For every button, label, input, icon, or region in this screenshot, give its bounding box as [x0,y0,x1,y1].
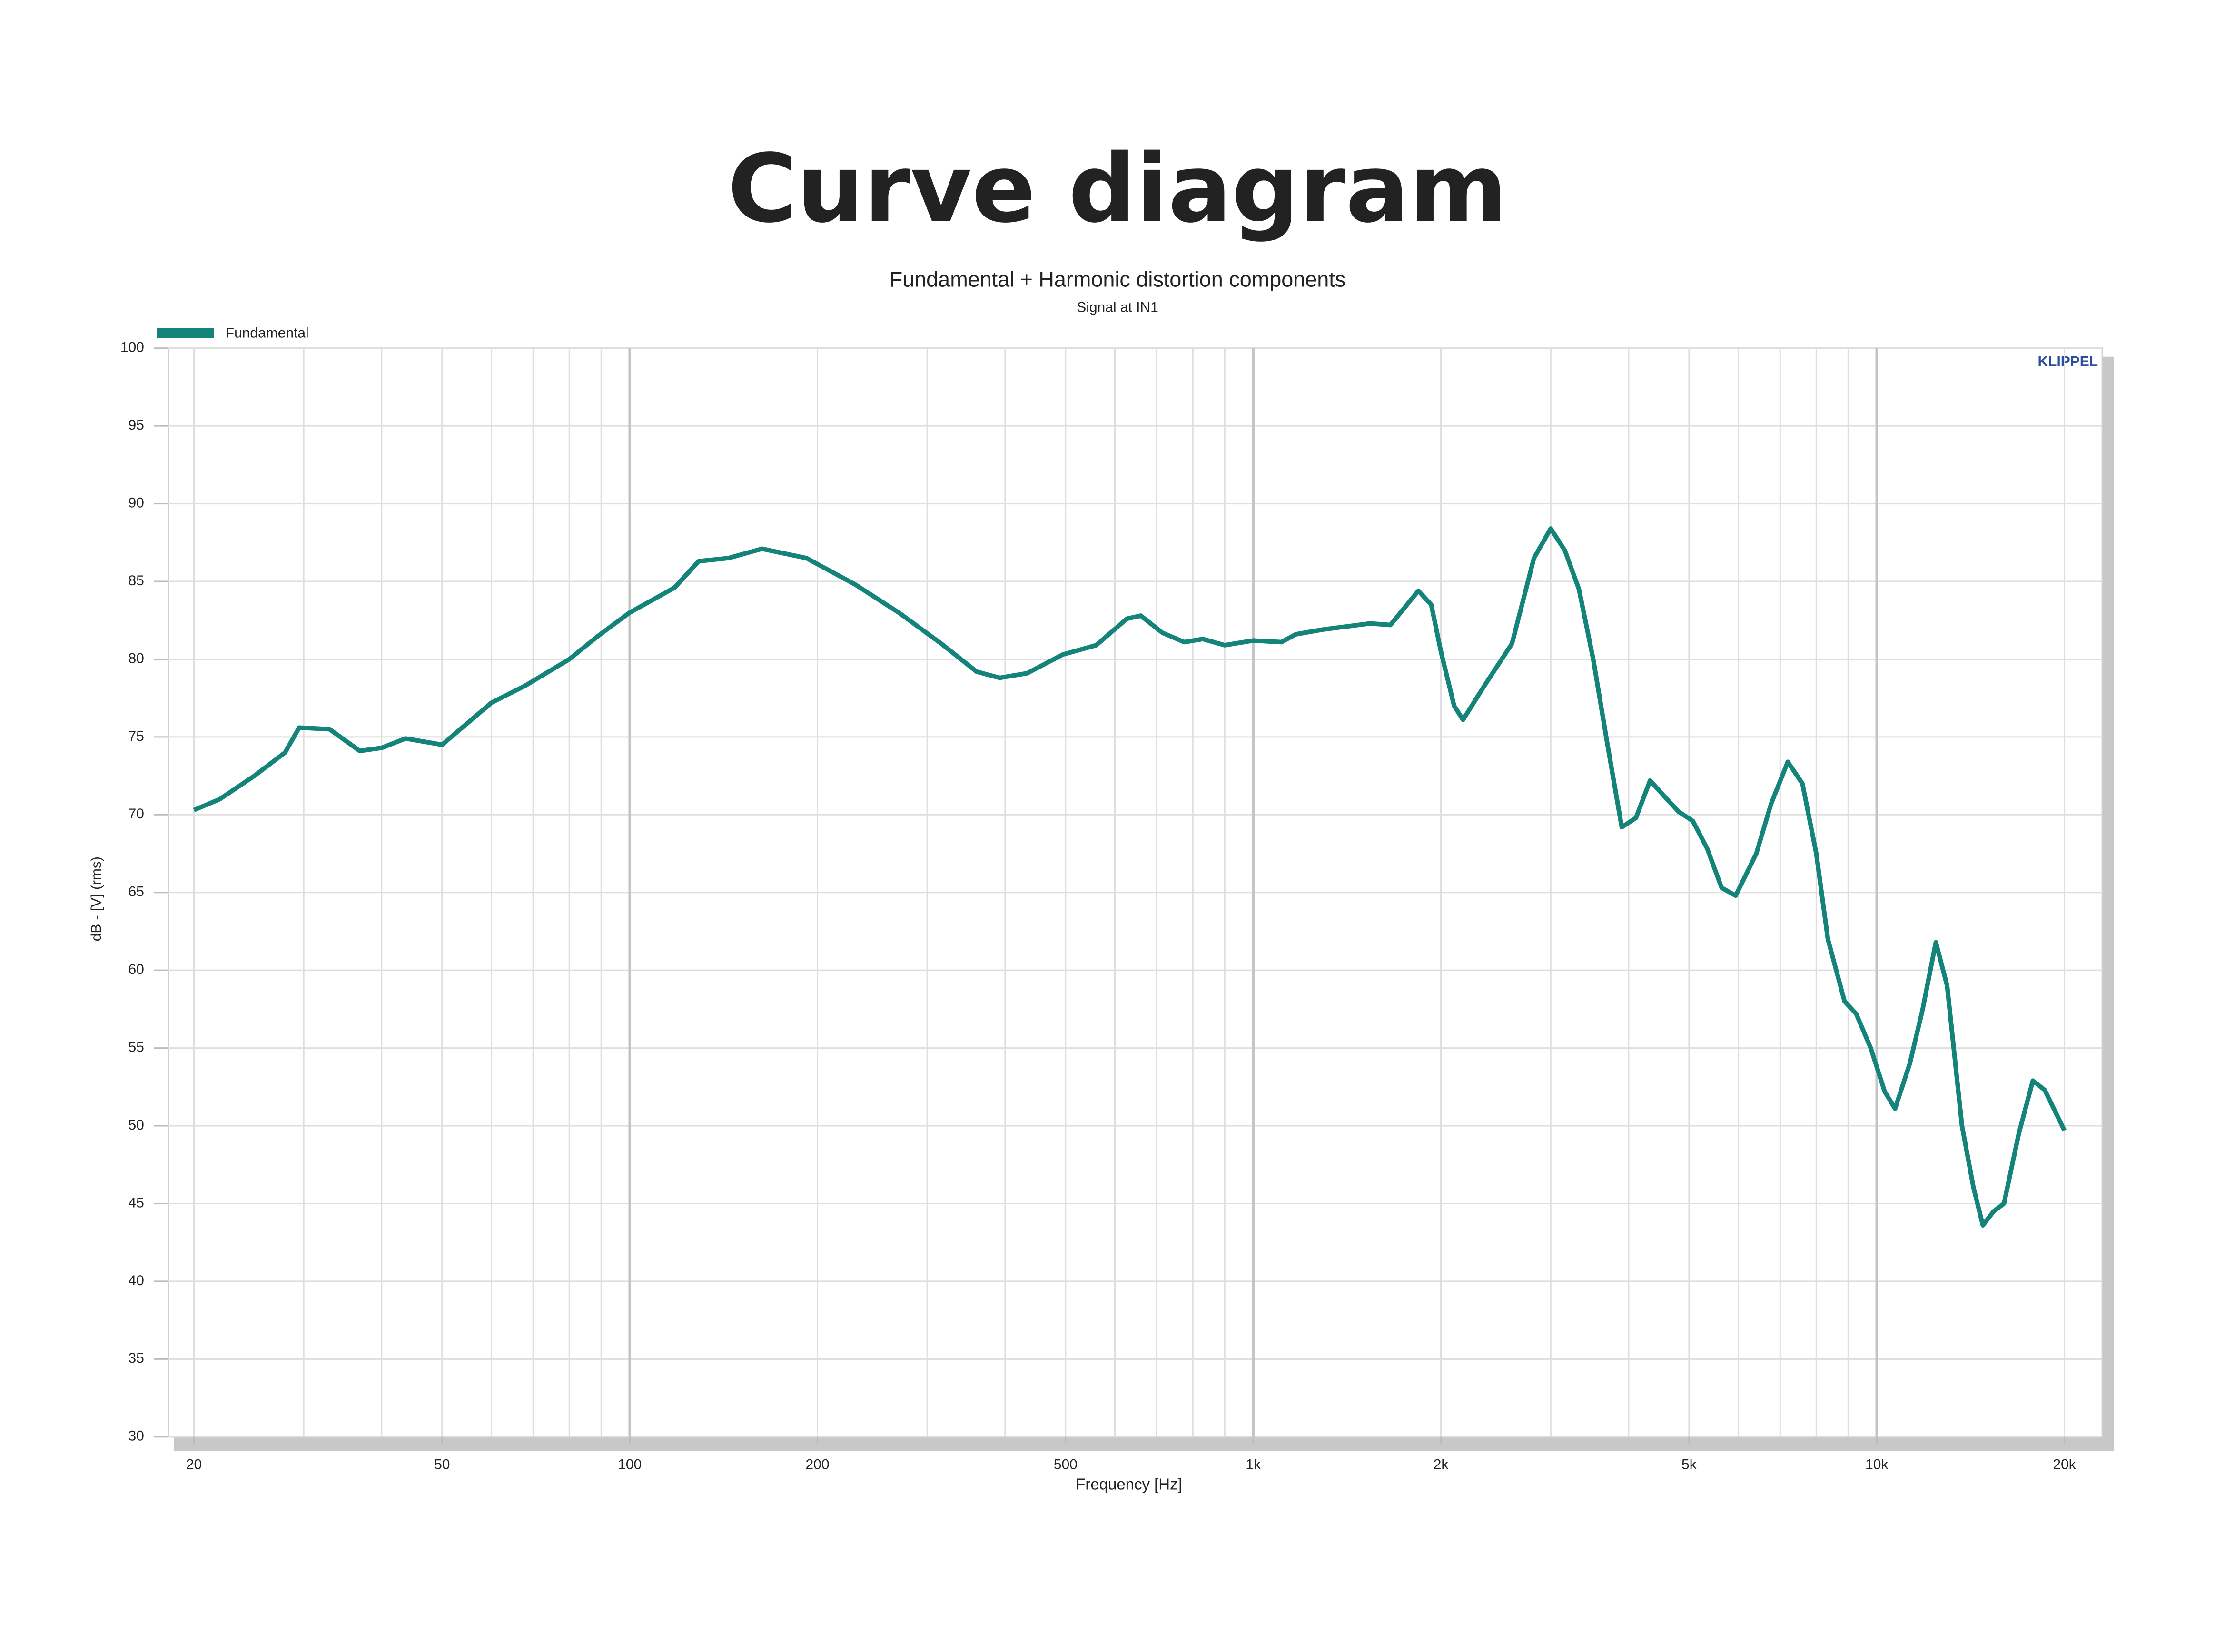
x-tick-label: 20k [2053,1457,2076,1473]
y-tick-label: 50 [129,1117,144,1133]
legend-label: Fundamental [226,325,309,341]
y-tick-label: 70 [129,806,144,822]
y-tick-label: 80 [129,650,144,666]
x-tick-label: 2k [1434,1457,1449,1473]
y-axis-label: dB - [V] (rms) [89,856,104,941]
x-tick-label: 1k [1246,1457,1261,1473]
y-tick-label: 65 [129,884,144,900]
chart-subtitle-2: Signal at IN1 [1077,300,1158,315]
x-tick-label: 10k [1865,1457,1889,1473]
x-tick-label: 50 [434,1457,450,1473]
x-tick-label: 5k [1681,1457,1697,1473]
y-tick-label: 60 [129,962,144,977]
legend-swatch [157,328,214,338]
x-tick-label: 100 [618,1457,642,1473]
y-tick-label: 100 [120,340,144,355]
chart-title: Curve diagram [728,134,1507,244]
y-tick-label: 30 [129,1428,144,1444]
y-tick-label: 95 [129,417,144,433]
y-tick-label: 45 [129,1195,144,1210]
watermark: KLIPPEL [2038,354,2098,370]
y-tick-label: 85 [129,573,144,589]
y-tick-label: 35 [129,1350,144,1366]
y-tick-label: 40 [129,1273,144,1288]
x-axis-label: Frequency [Hz] [1076,1475,1182,1493]
x-tick-label: 20 [186,1457,202,1473]
x-tick-label: 500 [1054,1457,1078,1473]
series-line [193,526,2067,1228]
y-tick-label: 75 [129,728,144,744]
x-tick-label: 200 [806,1457,830,1473]
y-tick-label: 90 [129,495,144,511]
y-tick-label: 55 [129,1040,144,1055]
chart-subtitle: Fundamental + Harmonic distortion compon… [890,267,1346,292]
